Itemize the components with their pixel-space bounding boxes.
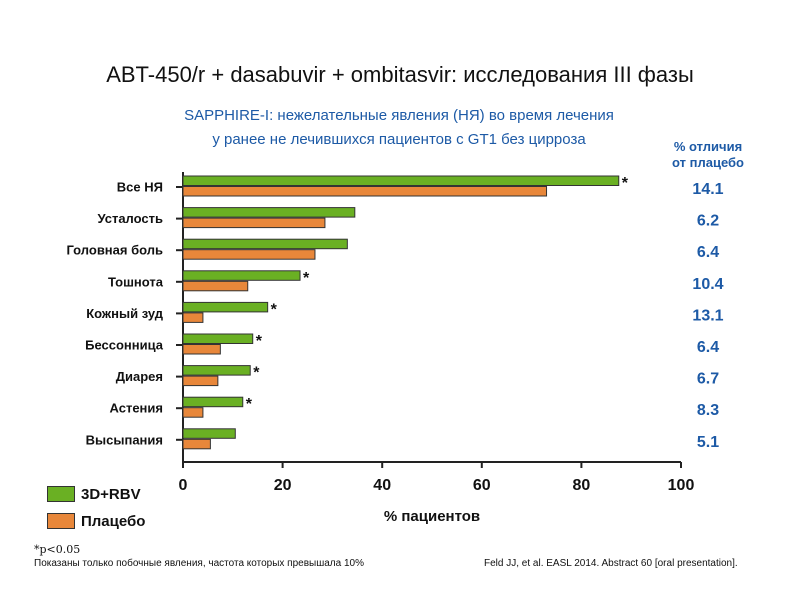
bar-3d-rbv xyxy=(182,365,251,376)
bar-placebo xyxy=(182,217,326,229)
bar-3d-rbv xyxy=(182,428,236,439)
category-label: Все НЯ xyxy=(117,180,163,195)
bar-3d-rbv xyxy=(182,238,348,250)
footnote-ae-threshold: Показаны только побочные явления, частот… xyxy=(34,558,364,569)
significance-marker: * xyxy=(271,301,278,318)
legend-item-3d-rbv: 3D+RBV xyxy=(47,485,141,503)
legend-label-3d-rbv: 3D+RBV xyxy=(81,485,141,503)
subtitle-line-2: у ранее не лечившихся пациентов с GT1 бе… xyxy=(212,131,586,148)
diff-header-line-1: % отличия xyxy=(673,139,743,154)
legend-label-placebo: Плацебо xyxy=(81,512,146,530)
diff-value: 8.3 xyxy=(697,402,719,419)
diff-value: 6.4 xyxy=(697,244,719,261)
bar-3d-rbv xyxy=(182,301,269,313)
category-label: Бессонница xyxy=(85,338,164,353)
bar-placebo xyxy=(182,280,249,292)
bar-3d-rbv xyxy=(182,175,620,186)
diff-value: 5.1 xyxy=(697,434,719,451)
category-label: Астения xyxy=(110,401,163,416)
reference-citation: Feld JJ, et al. EASL 2014. Abstract 60 [… xyxy=(484,558,738,569)
significance-marker: * xyxy=(246,396,253,413)
diff-value: 6.2 xyxy=(697,213,719,230)
legend-swatch-placebo xyxy=(47,513,75,529)
bar-placebo xyxy=(182,438,211,450)
diff-value: 14.1 xyxy=(692,181,723,198)
x-tick-label: 80 xyxy=(573,477,591,494)
category-label: Диарея xyxy=(116,369,163,384)
legend-item-placebo: Плацебо xyxy=(47,512,145,530)
bar-3d-rbv xyxy=(182,396,244,408)
category-label: Кожный зуд xyxy=(86,306,164,321)
diff-value: 6.4 xyxy=(697,339,719,356)
bar-placebo xyxy=(182,375,219,387)
footnote-p-value: *p<0.05 xyxy=(34,543,81,556)
x-tick-label: 60 xyxy=(473,477,491,494)
bar-placebo xyxy=(182,344,221,355)
diff-header: % отличия от плацебо xyxy=(653,139,763,171)
category-label: Тошнота xyxy=(108,274,164,289)
category-label: Головная боль xyxy=(66,243,163,258)
x-tick-label: 0 xyxy=(179,477,188,494)
bar-placebo xyxy=(182,186,548,197)
x-tick-label: 20 xyxy=(274,477,292,494)
diff-header-line-2: от плацебо xyxy=(672,155,744,170)
x-tick-label: 100 xyxy=(668,477,695,494)
diff-value: 10.4 xyxy=(692,276,723,293)
bar-3d-rbv xyxy=(182,207,356,218)
legend-swatch-3d-rbv xyxy=(47,486,75,502)
x-axis-title: % пациентов xyxy=(384,508,480,525)
bar-placebo xyxy=(182,312,204,323)
bar-placebo xyxy=(182,407,204,418)
slide-title: ABT-450/r + dasabuvir + ombitasvir: иссл… xyxy=(106,62,694,87)
subtitle-line-1: SAPPHIRE-I: нежелательные явления (НЯ) в… xyxy=(184,107,614,124)
bar-placebo xyxy=(182,249,316,260)
significance-marker: * xyxy=(253,365,260,382)
diff-value: 6.7 xyxy=(697,371,719,388)
significance-marker: * xyxy=(622,175,629,192)
category-label: Усталость xyxy=(97,211,163,226)
bar-3d-rbv xyxy=(182,270,301,281)
category-label: Высыпания xyxy=(86,432,163,447)
significance-marker: * xyxy=(303,270,310,287)
x-tick-label: 40 xyxy=(373,477,391,494)
diff-value: 13.1 xyxy=(692,307,723,324)
bar-3d-rbv xyxy=(182,333,254,344)
significance-marker: * xyxy=(256,333,263,350)
